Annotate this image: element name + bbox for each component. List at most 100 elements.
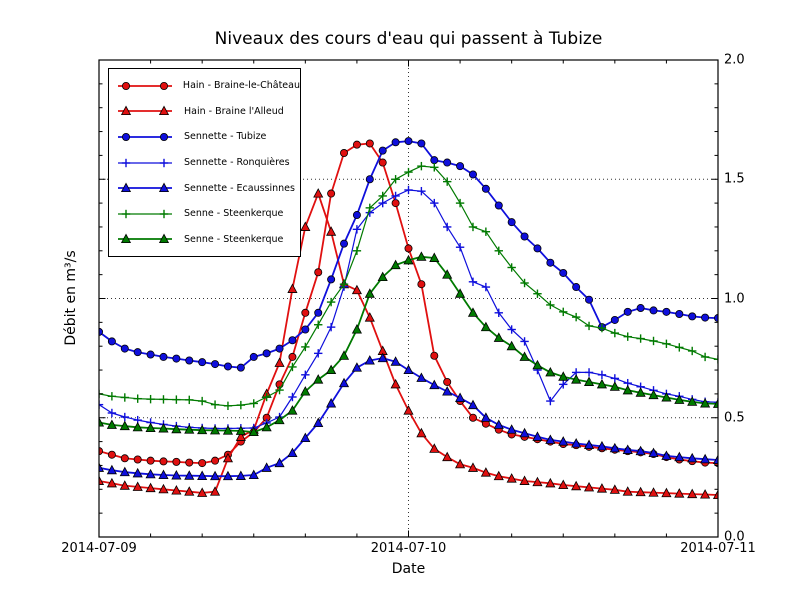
data-point-triangle <box>390 378 401 389</box>
data-point-triangle <box>635 486 646 497</box>
data-point-triangle <box>583 481 595 492</box>
data-point-circle <box>122 132 130 141</box>
data-point-circle <box>288 336 297 345</box>
data-point-triangle <box>648 487 659 497</box>
data-point-triangle <box>326 226 337 236</box>
data-point-triangle <box>596 440 608 451</box>
y-tick-label: 2.0 <box>724 52 745 68</box>
data-point-circle <box>146 350 155 359</box>
data-point-circle <box>198 459 207 468</box>
legend-label: Sennette - Tubize <box>184 131 267 143</box>
data-point-triangle <box>700 453 711 464</box>
data-point-circle <box>172 457 181 466</box>
data-point-triangle <box>532 476 543 487</box>
data-point-circle <box>107 450 116 459</box>
data-point-triangle <box>261 462 272 472</box>
data-point-circle <box>340 149 349 158</box>
data-point-triangle <box>390 356 401 366</box>
data-point-circle <box>185 458 194 467</box>
series-senne-steenkerque <box>99 161 718 411</box>
data-point-triangle <box>467 462 479 472</box>
data-point-triangle <box>119 420 130 431</box>
legend-label: Sennette - Ronquières <box>184 157 290 168</box>
data-point-triangle <box>661 450 672 460</box>
data-point-triangle <box>145 482 156 493</box>
data-point-triangle <box>120 182 132 193</box>
legend-label: Sennette - Ecaussinnes <box>184 182 295 194</box>
legend-marker-circle <box>118 132 172 141</box>
data-point-triangle <box>674 451 685 462</box>
data-point-triangle <box>596 378 608 389</box>
data-point-circle <box>623 307 632 316</box>
legend-marker-plus <box>118 158 172 167</box>
data-point-triangle <box>571 480 582 491</box>
data-point-circle <box>160 81 169 90</box>
data-point-circle <box>365 139 374 148</box>
legend: Hain - Braine-le-Château Hain - Braine l'… <box>108 68 301 257</box>
data-point-triangle <box>158 483 169 494</box>
data-point-circle <box>417 280 426 289</box>
data-point-triangle <box>609 442 620 453</box>
legend-marker-triangle <box>118 233 172 244</box>
data-point-triangle <box>132 421 143 432</box>
data-point-triangle <box>622 486 633 496</box>
data-point-triangle <box>429 379 440 390</box>
data-point-triangle <box>158 105 170 116</box>
data-point-triangle <box>571 374 582 384</box>
data-point-triangle <box>287 283 298 293</box>
data-point-triangle <box>158 182 170 193</box>
data-point-circle <box>468 170 477 179</box>
data-point-triangle <box>712 454 718 464</box>
data-point-triangle <box>519 427 530 438</box>
data-point-triangle <box>403 254 414 265</box>
data-point-circle <box>211 456 220 465</box>
data-point-triangle <box>274 357 285 367</box>
series-hain-braine-l-alleud <box>99 188 718 500</box>
legend-label: Hain - Braine-le-Château <box>182 80 300 92</box>
data-point-triangle <box>171 470 182 480</box>
legend-marker-plus <box>118 209 172 218</box>
data-point-triangle <box>493 332 504 342</box>
data-point-triangle <box>583 376 595 386</box>
data-point-triangle <box>558 436 569 446</box>
x-tick-label: 2014-07-11 <box>680 541 756 556</box>
data-point-triangle <box>583 439 595 449</box>
data-point-circle <box>391 138 400 147</box>
data-point-triangle <box>455 392 466 402</box>
data-point-circle <box>314 268 323 277</box>
data-point-triangle <box>351 284 362 295</box>
data-point-triangle <box>558 371 569 381</box>
data-point-triangle <box>184 424 195 434</box>
data-point-triangle <box>171 423 182 434</box>
data-point-circle <box>159 352 168 361</box>
data-point-triangle <box>132 467 143 478</box>
data-point-triangle <box>622 444 633 454</box>
data-point-circle <box>352 140 361 149</box>
data-point-triangle <box>442 386 453 396</box>
data-point-triangle <box>467 307 479 317</box>
data-point-triangle <box>545 477 556 488</box>
legend-label: Senne - Steenkerque <box>184 233 284 245</box>
data-point-triangle <box>648 389 659 400</box>
data-point-triangle <box>351 324 362 334</box>
data-point-triangle <box>403 364 414 375</box>
data-point-circle <box>133 348 142 357</box>
data-point-triangle <box>197 424 208 435</box>
x-tick-label: 2014-07-09 <box>61 541 137 556</box>
data-point-circle <box>507 218 516 227</box>
data-point-triangle <box>390 259 401 270</box>
legend-marker-triangle <box>118 182 172 193</box>
series-line <box>99 357 718 478</box>
data-point-triangle <box>248 469 259 479</box>
data-point-triangle <box>442 451 453 462</box>
data-point-triangle <box>661 487 672 498</box>
data-point-triangle <box>248 426 259 437</box>
data-point-triangle <box>429 443 440 453</box>
data-point-circle <box>430 351 439 360</box>
data-point-triangle <box>274 414 285 425</box>
y-tick-label: 0.0 <box>724 529 745 545</box>
data-point-circle <box>301 325 310 334</box>
data-point-triangle <box>571 438 582 448</box>
data-point-triangle <box>416 251 427 261</box>
